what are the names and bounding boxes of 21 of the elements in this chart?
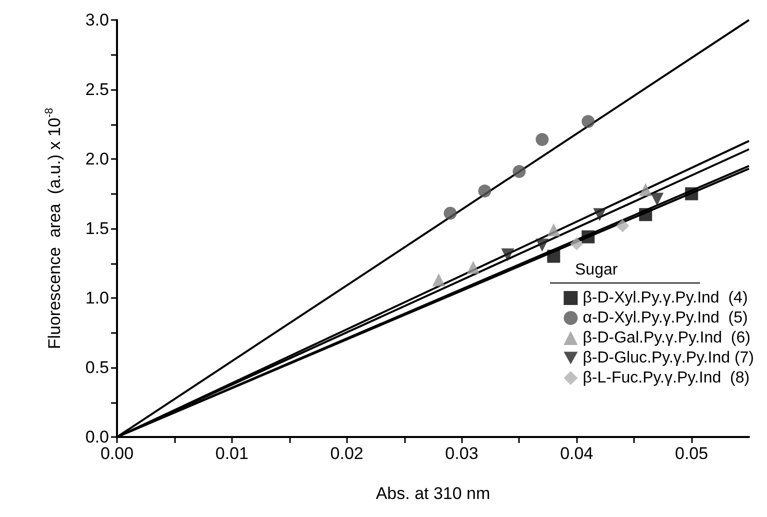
x-tick-label: 0.02 — [330, 444, 364, 463]
legend-label: β-D-Xyl.Py.γ.Py.Ind (4) — [582, 290, 748, 306]
y-tick-label: 0.5 — [85, 358, 109, 377]
legend-label: β-D-Gluc.Py.γ.Py.Ind (7) — [582, 350, 754, 366]
legend-label: β-L-Fuc.Py.γ.Py.Ind (8) — [582, 370, 750, 386]
x-axis-title: Abs. at 310 nm — [376, 484, 490, 503]
legend-title: Sugar — [575, 262, 618, 278]
y-tick-label: 1.5 — [85, 219, 109, 238]
text: 0.01 — [215, 444, 248, 463]
x-tick-label: 0.00 — [100, 444, 134, 463]
x-tick-label: 0.04 — [560, 444, 594, 463]
x-tick-label: 0.03 — [445, 444, 478, 463]
y-axis-title: Fluorescence area (a.u.) x 10-8 — [44, 108, 64, 350]
y-tick-label: 2.0 — [85, 150, 109, 168]
y-tick-label: 2.5 — [85, 80, 109, 99]
y-tick-label: 1.0 — [85, 288, 109, 308]
y-tick-label: 3.0 — [85, 10, 109, 30]
y-tick-label: 0.0 — [85, 428, 109, 446]
legend-label: β-D-Gal.Py.γ.Py.Ind (6) — [582, 330, 750, 346]
legend-label: α-D-Xyl.Py.γ.Py.Ind (5) — [582, 310, 748, 326]
x-tick-label: 0.05 — [675, 444, 708, 463]
